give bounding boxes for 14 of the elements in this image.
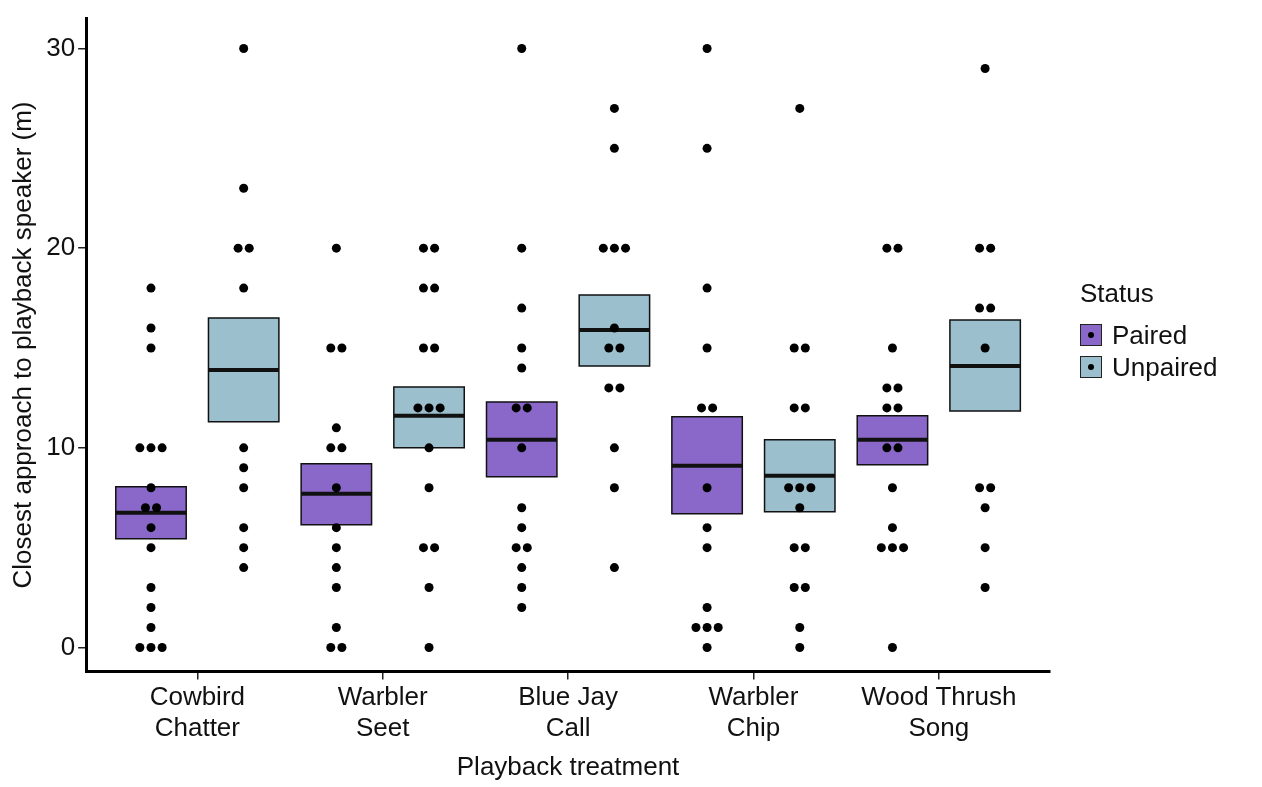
- y-tick-label: 20: [46, 231, 76, 262]
- y-axis-title: Closest approach to playback speaker (m): [6, 101, 37, 589]
- y-tick-label: 30: [46, 31, 76, 62]
- x-tick-label: Warbler Chip: [708, 681, 799, 743]
- x-axis-title: Playback treatment: [456, 750, 681, 781]
- x-tick-label: Warbler Seet: [337, 681, 429, 743]
- x-tick-label: Blue Jay Call: [518, 681, 618, 743]
- legend-title: Status: [1080, 278, 1155, 309]
- y-tick-label: 0: [60, 630, 76, 661]
- x-tick-label: Cowbird Chatter: [149, 681, 246, 743]
- y-tick-label: 10: [46, 430, 76, 461]
- legend-label: Paired: [1112, 319, 1188, 351]
- x-tick-label: Wood Thrush Song: [861, 681, 1017, 743]
- legend-label: Unpaired: [1112, 351, 1218, 383]
